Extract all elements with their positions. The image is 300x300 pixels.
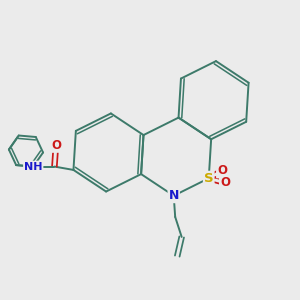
Text: O: O [51,139,61,152]
Text: S: S [204,172,214,185]
Text: N: N [169,189,179,202]
Text: O: O [217,164,227,177]
Text: NH: NH [24,162,43,172]
Text: O: O [220,176,230,189]
